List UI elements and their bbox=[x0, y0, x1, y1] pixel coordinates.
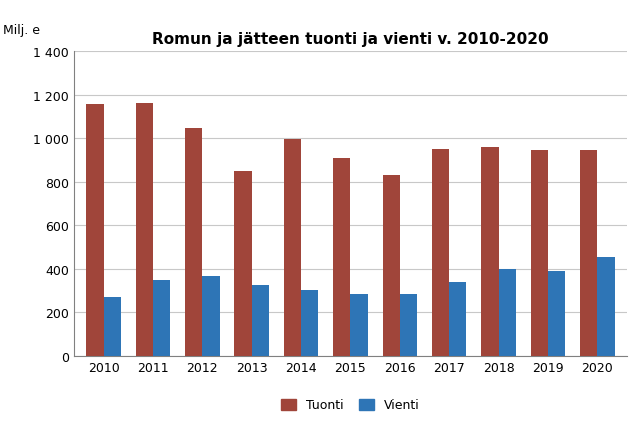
Bar bbox=[301, 290, 318, 356]
Text: Milj. e: Milj. e bbox=[3, 24, 41, 37]
Bar bbox=[185, 128, 203, 356]
Bar bbox=[530, 150, 548, 356]
Bar bbox=[449, 283, 466, 356]
Bar bbox=[481, 148, 498, 356]
Bar bbox=[350, 294, 368, 356]
Bar bbox=[597, 258, 615, 356]
Bar bbox=[284, 139, 301, 356]
Bar bbox=[548, 272, 565, 356]
Bar bbox=[136, 104, 153, 356]
Bar bbox=[203, 276, 220, 356]
Bar bbox=[235, 172, 251, 356]
Bar bbox=[432, 149, 449, 356]
Title: Romun ja jätteen tuonti ja vienti v. 2010-2020: Romun ja jätteen tuonti ja vienti v. 201… bbox=[152, 32, 548, 47]
Bar bbox=[383, 176, 400, 356]
Bar bbox=[104, 298, 121, 356]
Bar bbox=[333, 158, 350, 356]
Bar bbox=[400, 294, 417, 356]
Bar bbox=[251, 286, 269, 356]
Bar bbox=[86, 105, 104, 356]
Bar bbox=[580, 150, 597, 356]
Bar bbox=[498, 270, 516, 356]
Legend: Tuonti, Vienti: Tuonti, Vienti bbox=[276, 394, 424, 417]
Bar bbox=[153, 280, 170, 356]
